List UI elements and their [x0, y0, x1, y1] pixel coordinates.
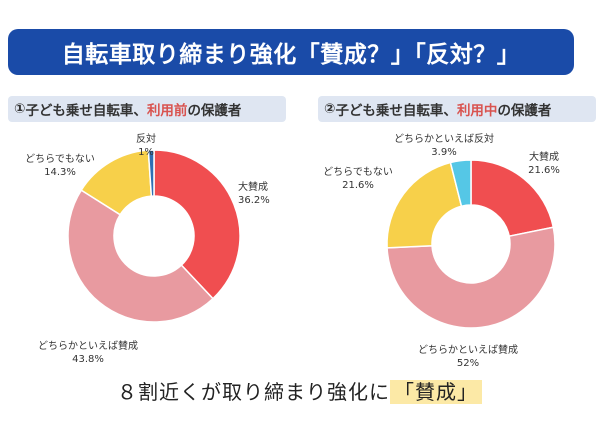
- slice-strong-agree-chart-1: [153, 149, 241, 300]
- panel-title-highlight: 利用中: [456, 103, 498, 119]
- page-title: 自転車取り締まり強化「賛成？」「反対？」: [61, 42, 521, 68]
- panel-number: ①: [14, 101, 26, 117]
- label-value-neither-chart-2: 21.6%: [342, 180, 374, 191]
- slice-oppose-somewhat-chart-2: [449, 159, 472, 208]
- panel-title-highlight: 利用前: [146, 103, 188, 119]
- panel-title-text: 子ども乗せ自転車、: [335, 103, 457, 119]
- slice-oppose-chart-1: [147, 149, 155, 197]
- panel-title-text: 子ども乗せ自転車、: [25, 103, 147, 119]
- slice-neither-chart-2: [386, 161, 463, 249]
- label-name-neither-chart-2: どちらでもない: [323, 166, 393, 178]
- panel-title-suffix: の保護者: [497, 103, 552, 119]
- label-value-strong-agree-chart-1: 36.2%: [238, 195, 270, 206]
- panel-title-before: ① 子ども乗せ自転車、 利用前 の保護者: [8, 96, 286, 122]
- conclusion-highlight: 「賛成」: [390, 380, 482, 404]
- header-banner: 自転車取り締まり強化「賛成？」「反対？」: [8, 29, 574, 75]
- panel-title-suffix: の保護者: [187, 103, 242, 119]
- label-name-neither-chart-1: どちらでもない: [25, 153, 95, 165]
- label-name-strong-agree-chart-2: 大賛成: [529, 150, 559, 163]
- panel-number: ②: [324, 101, 336, 117]
- slice-strong-agree-chart-2: [470, 159, 555, 238]
- label-value-neither-chart-1: 14.3%: [44, 167, 76, 178]
- panel-title-during: ② 子ども乗せ自転車、 利用中 の保護者: [318, 96, 596, 122]
- slice-agree-somewhat-chart-1: [67, 189, 214, 323]
- label-name-agree-somewhat-chart-1: どちらかといえば賛成: [38, 339, 138, 352]
- conclusion-text: ８割近くが取り締まり強化に: [117, 380, 390, 404]
- slice-agree-somewhat-chart-2: [386, 226, 556, 329]
- label-name-agree-somewhat-chart-2: どちらかといえば賛成: [418, 343, 518, 356]
- label-value-agree-somewhat-chart-1: 43.8%: [72, 354, 104, 365]
- label-value-strong-agree-chart-2: 21.6%: [528, 165, 560, 176]
- label-value-oppose-somewhat-chart-2: 3.9%: [431, 147, 456, 158]
- label-name-oppose-somewhat-chart-2: どちらかといえば反対: [394, 132, 494, 145]
- label-name-oppose-chart-1: 反対: [136, 132, 156, 145]
- conclusion-caption: ８割近くが取り締まり強化に 「賛成」: [0, 376, 599, 405]
- label-value-agree-somewhat-chart-2: 52%: [457, 358, 479, 369]
- label-value-oppose-chart-1: 1%: [138, 147, 154, 158]
- label-name-strong-agree-chart-1: 大賛成: [238, 180, 268, 193]
